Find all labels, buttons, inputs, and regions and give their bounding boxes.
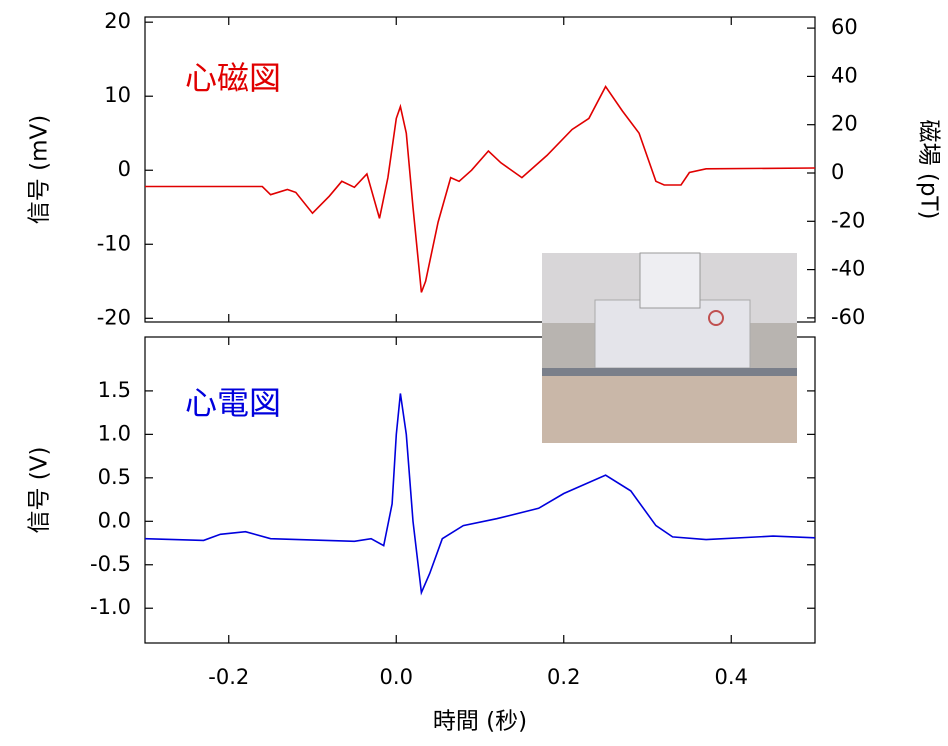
plot-frame [144,336,816,644]
x-tick-label: 0.4 [715,665,748,689]
y2-tick-label: 40 [831,63,858,87]
y-tick-label: 0 [118,157,131,181]
y-tick-label: 0.5 [98,465,131,489]
y-tick-label: 10 [104,83,131,107]
x-axis-label: 時間 (秒) [433,709,527,735]
y2-axis-label: 磁場 (pT) [916,120,942,220]
y-tick-label: 20 [104,9,131,33]
y-tick-label: 0.0 [98,508,131,532]
data-line [145,85,816,293]
photo-sensor [639,252,701,309]
x-tick-label: 0.0 [380,665,413,689]
y2-tick-label: 0 [831,160,844,184]
photo-block [594,299,751,369]
y-axis-label: 信号 (V) [27,447,53,534]
y2-tick-label: 60 [831,15,858,39]
y2-tick-label: 20 [831,112,858,136]
y-tick-label: 1.0 [98,421,131,445]
photo-bar [542,368,797,376]
photo-skin [542,376,797,443]
x-tick-label: -0.2 [208,665,249,689]
y-tick-label: -1.0 [90,595,131,619]
y-tick-label: -0.5 [90,552,131,576]
annotation: 心磁図 [185,59,281,97]
y-axis-label: 信号 (mV) [27,115,53,224]
y2-tick-label: -20 [831,208,865,232]
plot-frame [144,16,816,323]
annotation: 心電図 [185,384,281,422]
data-line [144,393,816,596]
x-tick-label: 0.2 [547,665,580,689]
photo-coil [708,310,724,326]
y2-tick-label: -40 [831,257,865,281]
inset-photo [542,252,797,443]
y2-tick-label: -60 [831,305,865,329]
y-tick-label: -10 [97,231,131,255]
y-tick-label: 1.5 [98,378,131,402]
y-tick-label: -20 [97,305,131,329]
